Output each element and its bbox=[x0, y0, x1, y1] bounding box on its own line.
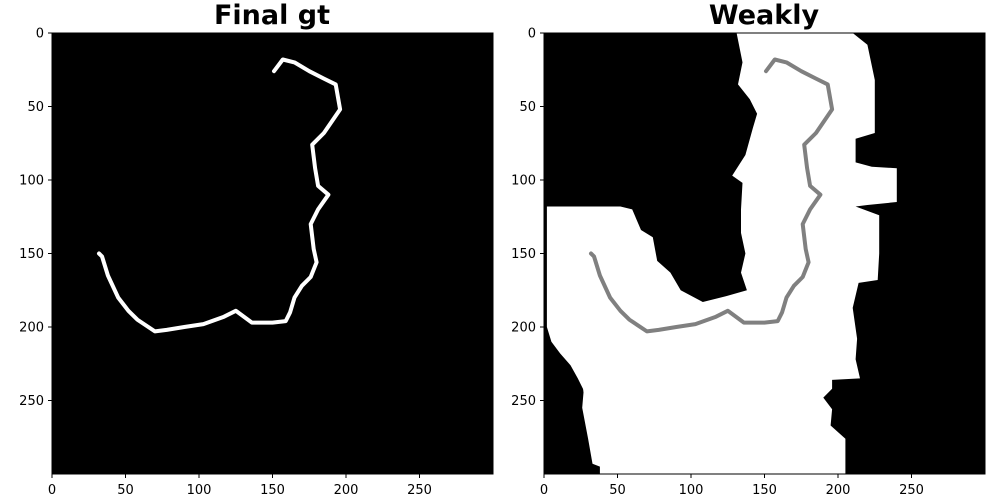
x-tick-label: 50 bbox=[117, 483, 134, 498]
mask-region bbox=[679, 344, 736, 474]
weak-curve bbox=[589, 57, 835, 334]
x-tick-label: 200 bbox=[334, 483, 359, 498]
y-tick-label: 250 bbox=[19, 394, 44, 409]
x-tick-label: 250 bbox=[899, 483, 924, 498]
y-tick-label: 100 bbox=[19, 174, 44, 189]
y-tick-label: 150 bbox=[19, 247, 44, 262]
y-tick-label: 100 bbox=[511, 174, 536, 189]
x-tick-label: 50 bbox=[609, 483, 626, 498]
axis-ticks: 0 50 100 150 200 250 0 50 100 150 200 250 bbox=[19, 27, 432, 499]
x-tick-label: 0 bbox=[48, 483, 56, 498]
x-tick-label: 100 bbox=[679, 483, 704, 498]
image-background bbox=[52, 33, 493, 474]
ground-truth-curve bbox=[97, 57, 343, 334]
y-tick-label: 0 bbox=[36, 27, 44, 42]
x-tick-label: 0 bbox=[540, 483, 548, 498]
x-tick-label: 100 bbox=[187, 483, 212, 498]
panel-title: Final gt bbox=[214, 0, 330, 31]
y-tick-label: 250 bbox=[511, 394, 536, 409]
mask-region bbox=[582, 375, 653, 474]
y-tick-label: 0 bbox=[528, 27, 536, 42]
panel-weakly: Weakly 0 50 100 150 200 250 0 50 100 150 200 250 bbox=[511, 0, 986, 499]
x-tick-label: 200 bbox=[826, 483, 851, 498]
y-tick-label: 200 bbox=[19, 321, 44, 336]
panel-final-gt: Final gt 0 50 100 150 200 250 0 50 100 150 200 250 bbox=[19, 0, 494, 499]
axis-ticks: 0 50 100 150 200 250 0 50 100 150 200 250 bbox=[511, 27, 924, 499]
y-tick-label: 200 bbox=[511, 321, 536, 336]
x-tick-label: 150 bbox=[752, 483, 777, 498]
y-tick-label: 50 bbox=[519, 100, 536, 115]
y-tick-label: 150 bbox=[511, 247, 536, 262]
mask-region bbox=[546, 33, 897, 474]
x-tick-label: 150 bbox=[260, 483, 285, 498]
panel-title: Weakly bbox=[709, 0, 820, 31]
x-tick-label: 250 bbox=[407, 483, 432, 498]
weak-label-mask bbox=[546, 33, 897, 474]
y-tick-label: 50 bbox=[27, 100, 44, 115]
